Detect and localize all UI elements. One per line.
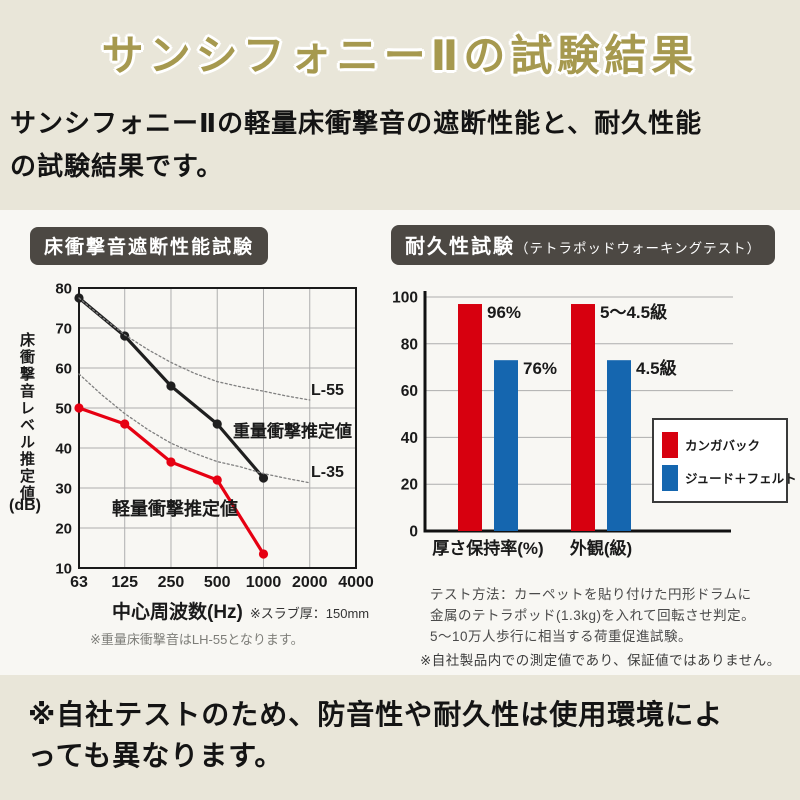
sound-chart-y-axis-unit: (dB) — [9, 497, 41, 514]
data-point — [258, 549, 269, 559]
page-title: サンシフォニーⅡの試験結果 — [101, 32, 699, 79]
bar — [458, 304, 482, 531]
data-point — [166, 381, 176, 391]
l55-curve-label: L-55 — [311, 382, 344, 399]
x-tick-label: 63 — [70, 574, 88, 591]
sound-chart-y-axis-label: 床衝撃音レベル推定値 — [18, 332, 35, 502]
subtitle-line-2: の試験結果です。 — [10, 151, 224, 181]
y-tick-label: 60 — [401, 383, 418, 400]
sound-insulation-chart: 10 20 30 40 50 60 70 80 63 125 250 500 1000 2000 4000 — [55, 281, 374, 592]
subtitle-line-1: サンシフォニーⅡの軽量床衝撃音の遮断性能と、耐久性能 — [10, 108, 703, 138]
bar — [607, 360, 631, 531]
y-tick-label: 80 — [55, 281, 72, 298]
footer-note: ※自社テストのため、防音性や耐久性は使用環境によ っても異なります。 — [28, 694, 796, 776]
l35-curve-label: L-35 — [311, 464, 344, 481]
durability-test-badge-sublabel: （テトラポッドウォーキングテスト） — [515, 241, 762, 256]
bar — [494, 360, 518, 531]
test-method-note: テスト方法：カーペットを貼り付けた円形ドラムに 金属のテトラポッド(1.3kg)… — [430, 584, 755, 647]
sound-test-badge: 床衝撃音遮断性能試験 — [30, 227, 269, 265]
red-series-label: カンガバック — [685, 439, 761, 453]
sound-chart-x-axis-label: 中心周波数(Hz) — [112, 602, 243, 623]
data-point — [74, 403, 84, 413]
footer-line-2: っても異なります。 — [28, 740, 284, 771]
light-impact-series-label: 軽量衝撃推定値 — [112, 499, 238, 519]
y-tick-label: 0 — [409, 524, 418, 541]
heavy-impact-series-label: 重量衝撃推定値 — [233, 422, 352, 441]
legend-row-jute-felt: ジュード＋フェルト — [662, 461, 797, 494]
bar-value-label: 76% — [523, 359, 557, 378]
x-tick-label: 125 — [111, 574, 138, 591]
bar-value-label: 5〜4.5級 — [600, 302, 667, 322]
category-label: 外観(級) — [570, 538, 632, 558]
durability-legend: カンガバック ジュード＋フェルト — [652, 418, 797, 503]
test-method-line-2: 金属のテトラポッド(1.3kg)を入れて回転させ判定。 — [430, 608, 756, 623]
sound-chart-footnote: ※重量床衝撃音はLH-55となります。 — [90, 632, 304, 647]
legend-row-kanga-back: カンガバック — [662, 428, 782, 461]
page-subtitle: サンシフォニーⅡの軽量床衝撃音の遮断性能と、耐久性能 の試験結果です。 — [10, 102, 796, 188]
data-point — [258, 473, 269, 483]
measurement-disclaimer: ※自社製品内での測定値であり、保証値ではありません。 — [420, 653, 781, 668]
test-method-line-1: テスト方法：カーペットを貼り付けた円形ドラムに — [430, 587, 752, 602]
slab-thickness-note: ※スラブ厚：150mm — [249, 606, 370, 621]
y-tick-label: 100 — [392, 290, 418, 307]
data-point — [212, 419, 222, 429]
plot-border — [78, 287, 357, 569]
y-tick-label: 20 — [401, 477, 418, 494]
x-tick-label: 1000 — [246, 574, 282, 591]
y-tick-label: 20 — [55, 521, 72, 538]
sound-chart-x-axis: 中心周波数(Hz) ※スラブ厚：150mm — [112, 597, 369, 624]
x-tick-label: 250 — [158, 574, 185, 591]
blue-series-label: ジュード＋フェルト — [685, 472, 797, 486]
y-tick-label: 10 — [55, 561, 72, 578]
category-label: 厚さ保持率(%) — [432, 538, 543, 558]
footer-line-1: ※自社テストのため、防音性や耐久性は使用環境によ — [28, 699, 724, 730]
y-tick-label: 30 — [55, 481, 72, 498]
durability-test-badge: 耐久性試験（テトラポッドウォーキングテスト） — [391, 225, 776, 265]
sound-test-badge-label: 床衝撃音遮断性能試験 — [44, 237, 255, 258]
test-method-line-3: 5〜10万人歩行に相当する荷重促進試験。 — [430, 629, 693, 644]
y-tick-label: 60 — [55, 361, 72, 378]
red-series-swatch — [662, 431, 678, 458]
y-tick-label: 70 — [55, 321, 72, 338]
reference-curve — [78, 297, 311, 401]
durability-test-badge-label: 耐久性試験 — [405, 236, 515, 258]
y-tick-label: 80 — [401, 336, 418, 353]
data-point — [120, 419, 130, 429]
x-tick-label: 4000 — [338, 574, 374, 591]
y-tick-label: 50 — [55, 401, 72, 418]
durability-chart: 0 20 40 60 80 100 96% 76% 厚さ保持率(%) 5〜4.5級 4.5級外観(級… — [392, 290, 733, 558]
bar-value-label: 96% — [487, 303, 521, 322]
bar — [571, 304, 595, 531]
data-point — [166, 457, 176, 467]
reference-curve — [78, 373, 311, 484]
x-tick-label: 500 — [204, 574, 231, 591]
x-tick-label: 2000 — [292, 574, 328, 591]
y-tick-label: 40 — [55, 441, 72, 458]
data-point — [212, 475, 222, 485]
y-tick-label: 40 — [401, 430, 418, 447]
blue-series-swatch — [662, 464, 678, 491]
bar-value-label: 4.5級 — [636, 358, 677, 378]
